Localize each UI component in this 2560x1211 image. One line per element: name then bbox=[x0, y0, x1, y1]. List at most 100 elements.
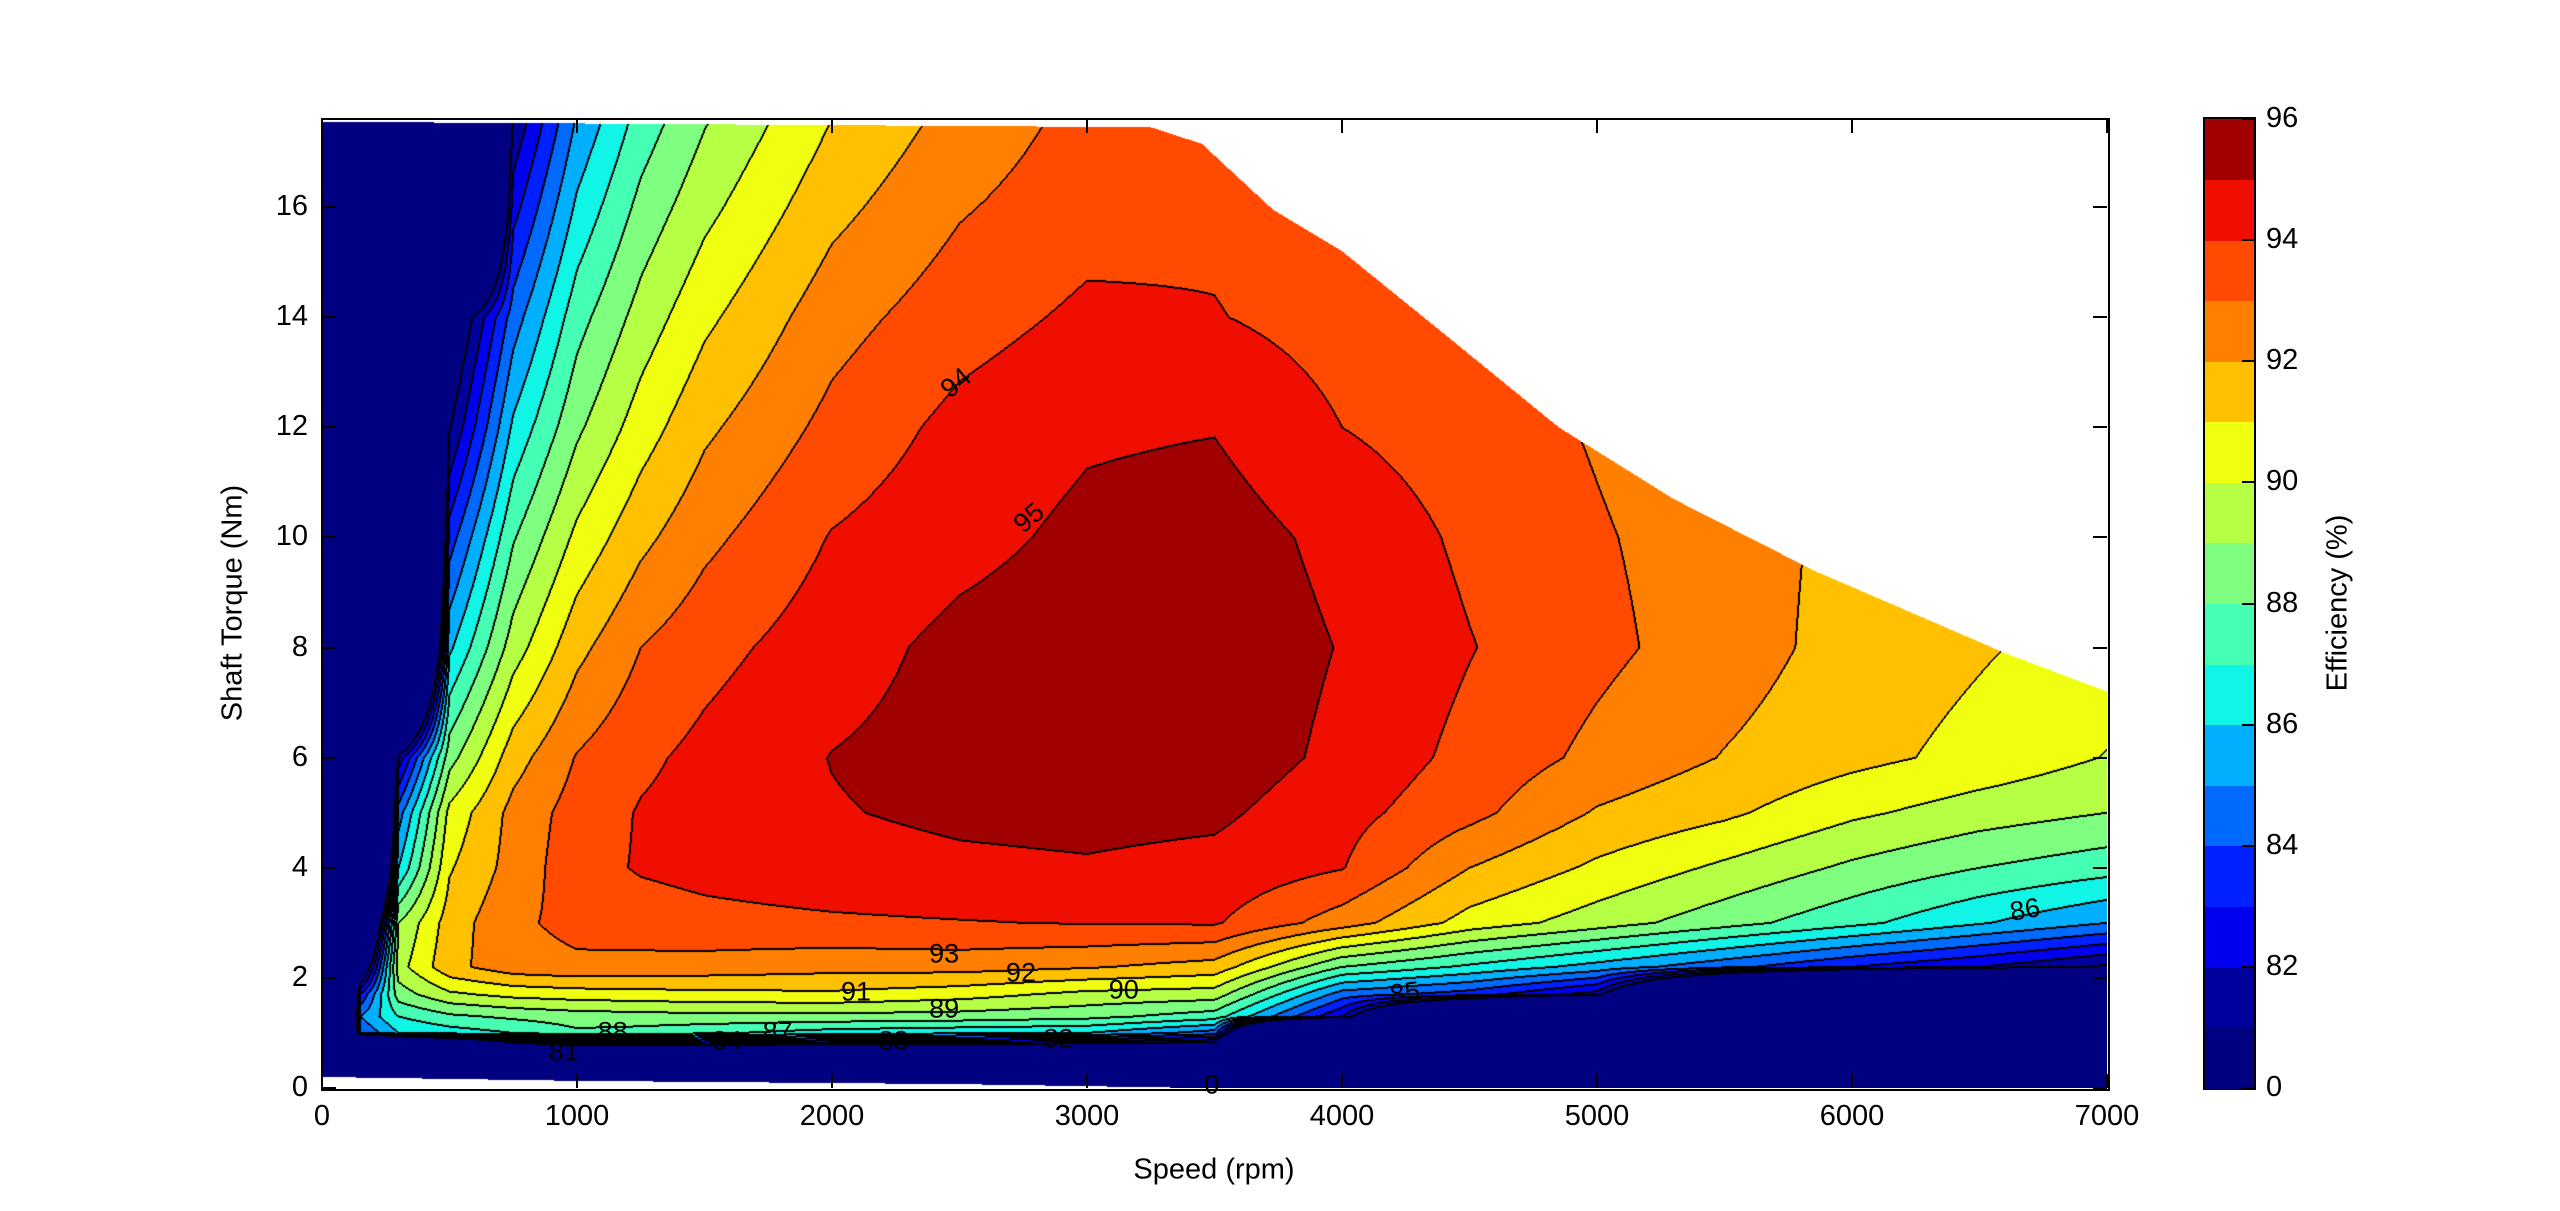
y-tick-right bbox=[2093, 866, 2107, 869]
contour-label: 85 bbox=[1387, 975, 1422, 1010]
y-axis-label: Shaft Torque (Nm) bbox=[216, 484, 249, 722]
colorbar-label: Efficiency (%) bbox=[2321, 514, 2354, 692]
colorbar-tick bbox=[2242, 481, 2254, 484]
contour-label: 82 bbox=[1043, 1023, 1074, 1054]
contour-label: 90 bbox=[1108, 974, 1139, 1005]
y-tick-right bbox=[2093, 1087, 2107, 1089]
y-tick-right bbox=[2093, 756, 2107, 759]
colorbar-tick-label: 88 bbox=[2266, 586, 2299, 619]
x-tick-label: 2000 bbox=[799, 1100, 865, 1132]
x-tick-top bbox=[576, 119, 578, 133]
x-tick-label: 4000 bbox=[1309, 1100, 1375, 1132]
colorbar-band bbox=[2205, 361, 2254, 423]
y-tick bbox=[322, 316, 336, 319]
y-tick-right bbox=[2093, 976, 2107, 979]
colorbar-band bbox=[2205, 664, 2254, 726]
contour-label: 87 bbox=[762, 1016, 793, 1047]
contour-label: 84 bbox=[711, 1025, 742, 1056]
y-tick-label: 8 bbox=[291, 630, 308, 663]
colorbar-tick-label: 90 bbox=[2266, 465, 2299, 498]
y-tick-right bbox=[2093, 206, 2107, 209]
colorbar-tick bbox=[2242, 602, 2254, 605]
colorbar-band bbox=[2205, 603, 2254, 665]
y-tick-label: 0 bbox=[291, 1071, 308, 1103]
colorbar-band bbox=[2205, 240, 2254, 302]
x-tick-top bbox=[1596, 119, 1598, 133]
colorbar-band bbox=[2205, 845, 2254, 907]
x-tick bbox=[576, 1074, 578, 1088]
y-tick bbox=[322, 1087, 336, 1089]
colorbar-band bbox=[2205, 119, 2254, 181]
y-tick bbox=[322, 426, 336, 429]
x-tick bbox=[1851, 1074, 1853, 1088]
y-tick-label: 2 bbox=[291, 960, 308, 993]
x-tick bbox=[1086, 1074, 1088, 1088]
colorbar-tick bbox=[2242, 239, 2254, 242]
colorbar-tick-label: 94 bbox=[2266, 223, 2299, 256]
colorbar-band bbox=[2205, 1027, 2254, 1089]
contour-label: 88 bbox=[597, 1016, 628, 1047]
colorbar-band bbox=[2205, 724, 2254, 786]
x-tick bbox=[321, 1074, 323, 1088]
contour-label: 86 bbox=[2007, 891, 2043, 927]
efficiency-contour-map bbox=[322, 119, 2107, 1088]
colorbar-band bbox=[2205, 300, 2254, 362]
x-tick-label: 7000 bbox=[2074, 1100, 2140, 1132]
y-tick bbox=[322, 646, 336, 649]
x-tick-top bbox=[1086, 119, 1088, 133]
y-tick-right bbox=[2093, 426, 2107, 429]
colorbar-tick bbox=[2242, 360, 2254, 363]
colorbar-band bbox=[2205, 179, 2254, 241]
colorbar-tick-label: 0 bbox=[2266, 1071, 2283, 1103]
x-tick bbox=[1596, 1074, 1598, 1088]
x-axis-label: Speed (rpm) bbox=[1133, 1153, 1295, 1186]
colorbar-tick bbox=[2242, 965, 2254, 968]
x-tick-label: 5000 bbox=[1564, 1100, 1630, 1132]
colorbar-band bbox=[2205, 421, 2254, 483]
y-tick bbox=[322, 536, 336, 539]
colorbar-tick bbox=[2242, 844, 2254, 847]
y-tick-label: 10 bbox=[275, 520, 308, 553]
x-tick bbox=[831, 1074, 833, 1088]
colorbar-band bbox=[2205, 906, 2254, 968]
colorbar-tick-label: 92 bbox=[2266, 344, 2299, 377]
y-tick-label: 16 bbox=[275, 190, 308, 223]
colorbar-band bbox=[2205, 966, 2254, 1028]
y-tick bbox=[322, 976, 336, 979]
colorbar-tick-label: 96 bbox=[2266, 102, 2299, 134]
colorbar-tick-label: 82 bbox=[2266, 949, 2299, 982]
y-tick bbox=[322, 756, 336, 759]
x-tick-top bbox=[321, 119, 323, 133]
x-tick bbox=[1341, 1074, 1343, 1088]
contour-label: 91 bbox=[840, 976, 871, 1007]
contour-label: 92 bbox=[1005, 957, 1036, 988]
contour-label: 83 bbox=[878, 1025, 909, 1056]
x-tick-top bbox=[2106, 119, 2108, 133]
x-tick-label: 0 bbox=[313, 1100, 331, 1132]
colorbar-band bbox=[2205, 785, 2254, 847]
y-tick-right bbox=[2093, 646, 2107, 649]
colorbar-tick-label: 86 bbox=[2266, 707, 2299, 740]
x-tick-label: 6000 bbox=[1819, 1100, 1885, 1132]
x-tick-top bbox=[831, 119, 833, 133]
contour-label: 93 bbox=[929, 938, 960, 969]
x-tick-top bbox=[1851, 119, 1853, 133]
colorbar bbox=[2203, 117, 2256, 1090]
colorbar-band bbox=[2205, 482, 2254, 544]
x-tick-label: 3000 bbox=[1054, 1100, 1120, 1132]
y-tick-label: 12 bbox=[275, 410, 308, 443]
y-tick bbox=[322, 866, 336, 869]
y-tick-right bbox=[2093, 316, 2107, 319]
colorbar-band bbox=[2205, 542, 2254, 604]
colorbar-tick bbox=[2242, 1087, 2254, 1089]
x-tick-label: 1000 bbox=[544, 1100, 610, 1132]
y-tick-label: 6 bbox=[291, 740, 308, 773]
contour-label: 81 bbox=[548, 1036, 579, 1067]
y-tick-label: 14 bbox=[275, 300, 308, 333]
y-tick-label: 4 bbox=[291, 850, 308, 883]
x-tick bbox=[2106, 1074, 2108, 1088]
contour-label: 89 bbox=[929, 993, 960, 1024]
colorbar-tick-label: 84 bbox=[2266, 828, 2299, 861]
colorbar-tick bbox=[2242, 118, 2254, 120]
x-tick-top bbox=[1341, 119, 1343, 133]
